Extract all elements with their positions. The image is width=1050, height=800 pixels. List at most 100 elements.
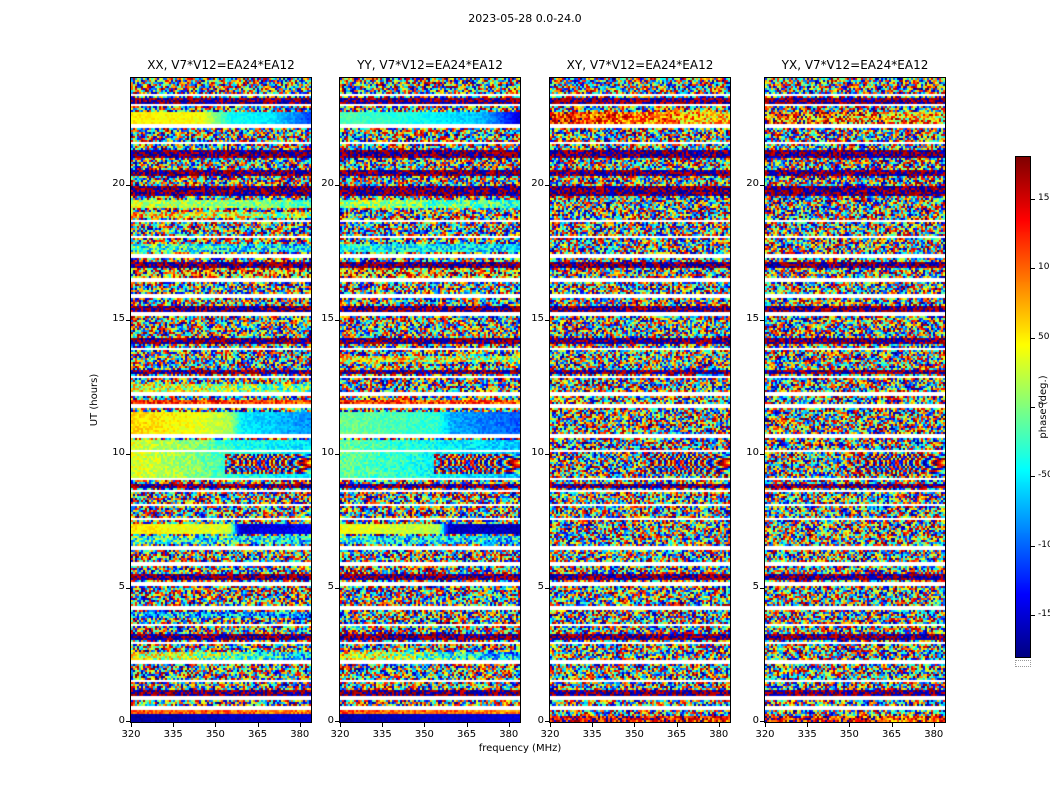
- colorbar-tick-label: -100: [1038, 539, 1050, 550]
- x-tick-label: 380: [709, 729, 729, 740]
- colorbar-tick-label: 0: [1038, 401, 1044, 411]
- y-tick-label: 5: [118, 580, 125, 592]
- x-tick: [550, 723, 551, 727]
- x-tick: [933, 723, 935, 727]
- x-tick: [849, 723, 851, 727]
- y-tick: [335, 721, 339, 722]
- x-tick-label: 335: [163, 729, 183, 740]
- colorbar: [1015, 156, 1031, 658]
- colorbar-tick-label: 50: [1038, 331, 1050, 342]
- colorbar-tick: [1031, 198, 1035, 200]
- waterfall-canvas-XY: [549, 77, 731, 723]
- y-tick: [126, 721, 130, 722]
- y-tick: [126, 587, 130, 589]
- x-tick: [173, 723, 175, 727]
- colorbar-tick-label: 150: [1038, 192, 1050, 203]
- x-tick-label: 320: [540, 729, 560, 740]
- y-tick: [126, 319, 130, 321]
- x-tick-label: 335: [372, 729, 392, 740]
- y-axis-label: UT (hours): [89, 373, 100, 427]
- y-tick-label: 0: [118, 715, 125, 726]
- x-tick: [676, 723, 678, 727]
- x-tick-label: 335: [582, 729, 602, 740]
- x-tick-label: 320: [121, 729, 141, 740]
- x-axis-label: frequency (MHz): [478, 743, 562, 754]
- y-tick-label: 15: [112, 312, 125, 324]
- x-tick-label: 350: [414, 729, 434, 740]
- x-tick: [299, 723, 301, 727]
- colorbar-tick-label: 100: [1038, 262, 1050, 273]
- y-tick-label: 15: [531, 312, 544, 324]
- colorbar-tick-label: -150: [1038, 609, 1050, 620]
- x-tick-label: 350: [839, 729, 859, 740]
- x-tick: [891, 723, 893, 727]
- colorbar-tick: [1031, 337, 1035, 339]
- panel-YX: YX, V7*V12=EA24*EA12 320 335 350 365 380 0 5 10 1…: [746, 58, 946, 740]
- colorbar-tick: [1031, 407, 1035, 408]
- y-tick: [126, 185, 130, 187]
- y-tick: [760, 185, 764, 187]
- colorbar-tick: [1031, 476, 1035, 478]
- y-tick: [760, 319, 764, 321]
- waterfall-canvas-YX: [764, 77, 946, 723]
- colorbar-tick: [1031, 615, 1035, 617]
- y-tick: [545, 319, 549, 321]
- x-tick: [340, 723, 341, 727]
- y-tick-label: 0: [752, 715, 759, 726]
- y-tick-label: 0: [327, 715, 334, 726]
- colorbar-label: phase (deg.): [1038, 375, 1049, 439]
- x-tick: [634, 723, 636, 727]
- figure-title: 2023-05-28 0.0-24.0: [468, 12, 582, 25]
- y-tick: [545, 587, 549, 589]
- colorbar-tick-label: -50: [1038, 470, 1050, 481]
- panel-YY: YY, V7*V12=EA24*EA12 320 335 350 365 380 0 5 10 1…: [321, 58, 521, 740]
- y-tick-label: 10: [746, 446, 759, 458]
- x-tick-label: 320: [755, 729, 775, 740]
- x-tick: [807, 723, 809, 727]
- y-tick: [126, 453, 130, 455]
- y-tick: [760, 721, 764, 722]
- waterfall-canvas-YY: [339, 77, 521, 723]
- x-tick-label: 320: [330, 729, 350, 740]
- x-tick: [765, 723, 766, 727]
- y-tick-label: 5: [537, 580, 544, 592]
- colorbar-tick: [1031, 268, 1035, 270]
- x-tick-label: 365: [882, 729, 902, 740]
- x-tick-label: 335: [797, 729, 817, 740]
- colorbar-gradient: [1016, 157, 1030, 657]
- y-tick-label: 20: [112, 178, 125, 190]
- y-tick: [335, 587, 339, 589]
- panel-title-XX: XX, V7*V12=EA24*EA12: [147, 58, 295, 72]
- x-tick: [718, 723, 720, 727]
- y-tick-label: 20: [531, 178, 544, 190]
- x-tick-label: 380: [499, 729, 519, 740]
- y-tick-label: 5: [327, 580, 334, 592]
- x-tick-label: 365: [457, 729, 477, 740]
- x-tick-label: 365: [667, 729, 687, 740]
- panel-title-YX: YX, V7*V12=EA24*EA12: [781, 58, 929, 72]
- y-tick-label: 15: [746, 312, 759, 324]
- panel-XX: XX, V7*V12=EA24*EA12 320 335 350 365 380 0 5 10 1…: [112, 58, 312, 740]
- y-tick: [545, 721, 549, 722]
- panel-title-YY: YY, V7*V12=EA24*EA12: [357, 58, 503, 72]
- x-tick: [466, 723, 468, 727]
- y-tick: [545, 453, 549, 455]
- y-tick: [335, 453, 339, 455]
- x-tick: [257, 723, 259, 727]
- y-tick-label: 15: [321, 312, 334, 324]
- x-tick-label: 350: [205, 729, 225, 740]
- y-tick: [760, 453, 764, 455]
- colorbar-tick: [1031, 545, 1035, 547]
- y-tick-label: 10: [112, 446, 125, 458]
- y-tick-label: 0: [537, 715, 544, 726]
- x-tick: [215, 723, 217, 727]
- y-tick-label: 10: [531, 446, 544, 458]
- x-tick: [382, 723, 384, 727]
- panel-title-XY: XY, V7*V12=EA24*EA12: [566, 58, 714, 72]
- colorbar-extension-box: [1015, 660, 1031, 667]
- x-tick-label: 380: [924, 729, 944, 740]
- x-tick: [508, 723, 510, 727]
- x-tick: [592, 723, 594, 727]
- x-tick: [424, 723, 426, 727]
